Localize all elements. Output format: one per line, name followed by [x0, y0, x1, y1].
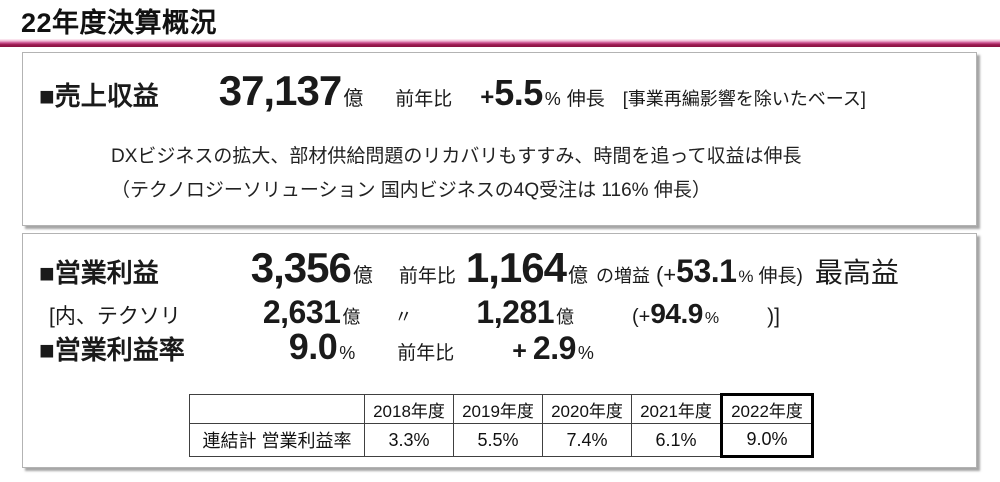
table-data-row: 連結計 営業利益率 3.3% 5.5% 7.4% 6.1% 9.0% [189, 423, 814, 458]
margin-label: ■営業利益率 [39, 335, 185, 365]
profit-record-label: 最高益 [814, 257, 899, 288]
table-value-2022: 9.0% [720, 423, 814, 458]
profit-pct-value: 53.1 [676, 253, 737, 289]
techsol-delta-value: 1,281 [476, 294, 554, 330]
techsol-delta-unit: 億 [556, 307, 574, 327]
profit-label: ■営業利益 [39, 258, 159, 288]
table-header-row: 2018年度 2019年度 2020年度 2021年度 2022年度 [189, 393, 814, 424]
table-year-2021: 2021年度 [631, 394, 722, 424]
techsol-pct-close: )] [767, 305, 780, 328]
techsol-label: [内、テクソリ [49, 305, 181, 328]
profit-yoy-label: 前年比 [398, 266, 456, 287]
revenue-yoy-growth: 伸長 [566, 89, 605, 110]
title-accent-rule [0, 39, 1000, 47]
revenue-description-line1: DXビジネスの拡大、部材供給問題のリカバリもすすみ、時間を追って収益は伸長 [111, 146, 802, 167]
margin-delta-sign: + [512, 337, 527, 365]
revenue-yoy-value: 5.5 [494, 72, 543, 113]
revenue-summary-card: ■売上収益 37,137 億 前年比 + 5.5 % 伸長 [事業再編影響を除い… [22, 52, 977, 226]
revenue-note: [事業再編影響を除いたベース] [622, 89, 866, 109]
techsol-pct-unit: % [704, 310, 720, 327]
techsol-line: [内、テクソリ 2,631 億 〃 1,281 億 (+ 94.9 % )] [39, 294, 968, 331]
techsol-ditto-mark: 〃 [394, 307, 413, 327]
revenue-unit: 億 [343, 88, 364, 110]
margin-delta-unit: % [577, 343, 594, 363]
table-corner-cell [189, 394, 365, 424]
profit-delta-value: 1,164 [465, 244, 567, 291]
techsol-unit: 億 [342, 307, 361, 327]
table-value-2020: 7.4% [542, 423, 632, 457]
page-title: 22年度決算概況 [21, 8, 218, 38]
revenue-value: 37,137 [218, 67, 342, 114]
revenue-description-line2: （テクノロジーソリューション 国内ビジネスの4Q受注は 116% 伸長） [111, 180, 711, 201]
operating-margin-history-table: 2018年度 2019年度 2020年度 2021年度 2022年度 連結計 営… [189, 393, 814, 458]
table-value-2018: 3.3% [364, 423, 454, 457]
revenue-label: ■売上収益 [39, 81, 159, 111]
table-year-2019: 2019年度 [453, 394, 543, 424]
table-year-2018: 2018年度 [364, 394, 454, 424]
profit-pct-open: (+ [655, 262, 677, 287]
table-year-2022: 2022年度 [720, 393, 814, 424]
profit-delta-unit: 億 [567, 265, 588, 287]
techsol-pct-value: 94.9 [650, 298, 703, 329]
margin-value: 9.0 [288, 326, 338, 367]
revenue-yoy-unit: % [544, 89, 561, 109]
operating-margin-line: ■営業利益率 9.0 % 前年比 + 2.9 % [39, 326, 968, 368]
table-row-label: 連結計 営業利益率 [189, 423, 365, 457]
techsol-value: 2,631 [262, 294, 341, 330]
operating-profit-line: ■営業利益 3,356 億 前年比 1,164 億 の増益 (+ 53.1 % … [39, 244, 968, 292]
revenue-yoy-label: 前年比 [395, 89, 453, 110]
revenue-stat-line: ■売上収益 37,137 億 前年比 + 5.5 % 伸長 [事業再編影響を除い… [39, 67, 968, 115]
profit-value: 3,356 [250, 244, 352, 291]
profit-unit: 億 [352, 265, 373, 287]
profit-pct-close: 伸長) [758, 266, 803, 287]
margin-delta-value: 2.9 [532, 330, 576, 366]
profit-delta-note: の増益 [595, 266, 650, 286]
margin-yoy-label: 前年比 [397, 343, 455, 364]
operating-profit-card: ■営業利益 3,356 億 前年比 1,164 億 の増益 (+ 53.1 % … [22, 233, 977, 468]
table-value-2021: 6.1% [631, 423, 722, 457]
table-year-2020: 2020年度 [542, 394, 632, 424]
revenue-yoy-sign: + [480, 84, 495, 111]
techsol-pct-open: (+ [632, 306, 651, 328]
table-value-2019: 5.5% [453, 423, 543, 457]
margin-unit: % [339, 343, 356, 363]
profit-pct-unit: % [738, 267, 754, 286]
